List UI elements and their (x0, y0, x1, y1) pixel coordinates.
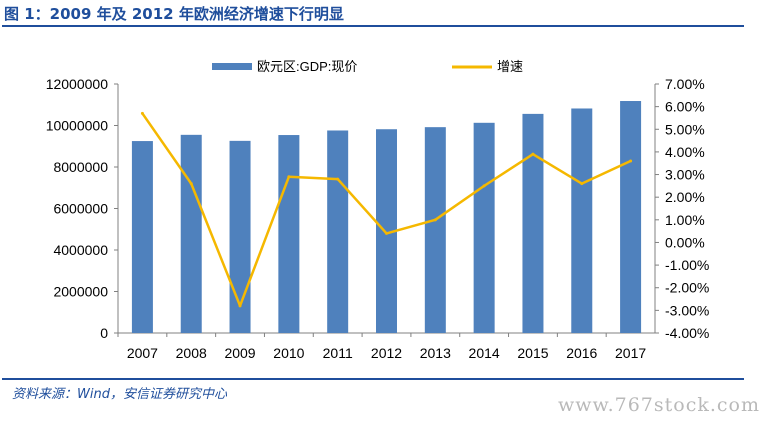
bar-series (131, 101, 642, 334)
gdp-bar (327, 130, 349, 333)
right-axis-tick-label: 4.00% (665, 144, 705, 160)
right-axis-tick-label: -1.00% (665, 257, 709, 273)
right-axis-tick-label: 0.00% (665, 234, 705, 250)
growth-point (433, 218, 437, 222)
watermark: www.767stock.com (558, 394, 760, 416)
legend-bar-swatch (212, 63, 252, 70)
x-axis-tick-label: 2013 (420, 345, 451, 361)
title-divider (2, 25, 744, 27)
growth-point (140, 111, 144, 115)
gdp-bar (229, 140, 251, 333)
x-axis-tick-label: 2014 (469, 345, 500, 361)
x-axis-tick-label: 2008 (176, 345, 207, 361)
x-axis-tick-label: 2017 (615, 345, 646, 361)
growth-point (238, 304, 242, 308)
x-axis-tick-label: 2015 (517, 345, 548, 361)
right-axis-tick-label: -2.00% (665, 280, 709, 296)
gdp-bar (620, 101, 642, 333)
growth-point (287, 175, 291, 179)
legend: 欧元区:GDP:现价 增速 (212, 59, 523, 74)
growth-point (482, 184, 486, 188)
left-axis-labels: 0 2000000 4000000 6000000 8000000 10000000 120… (46, 76, 109, 341)
left-axis-tick-label: 2000000 (53, 284, 108, 300)
legend-bar-label: 欧元区:GDP:现价 (257, 59, 357, 74)
right-axis-tick-label: 3.00% (665, 167, 705, 183)
chart-title: 图 1：2009 年及 2012 年欧洲经济增速下行明显 (4, 5, 344, 23)
x-axis-tick-label: 2009 (224, 345, 255, 361)
line-series (140, 111, 633, 308)
right-axis-tick-label: 5.00% (665, 121, 705, 137)
x-axis-labels: 2007 2008 2009 2010 2011 2012 2013 2014 2015 2016… (127, 345, 647, 361)
growth-point (385, 231, 388, 235)
gdp-bar (278, 135, 300, 333)
source-note: 资料来源：Wind，安信证券研究中心 (12, 387, 227, 402)
growth-point (531, 152, 535, 156)
footer-divider (2, 378, 744, 380)
gdp-bar (376, 129, 397, 333)
gdp-bar (571, 108, 593, 333)
gdp-bar (180, 134, 202, 333)
left-axis-tick-label: 6000000 (53, 201, 108, 217)
gdp-bar (424, 127, 446, 333)
legend-line-label: 增速 (497, 59, 523, 74)
x-axis-tick-label: 2007 (127, 345, 158, 361)
right-axis-tick-label: -3.00% (665, 302, 709, 318)
left-axis-tick-label: 8000000 (53, 159, 108, 175)
left-axis-tick-label: 4000000 (53, 242, 108, 258)
gdp-bar (473, 122, 495, 334)
left-axis-tick-label: 10000000 (46, 118, 109, 134)
gdp-bar (522, 113, 544, 333)
x-axis-tick-label: 2012 (371, 345, 402, 361)
right-axis-tick-label: 2.00% (665, 189, 705, 205)
growth-point (629, 159, 633, 163)
right-axis-tick-label: 1.00% (665, 212, 705, 228)
growth-point (336, 177, 340, 181)
x-axis-tick-label: 2011 (323, 345, 353, 361)
left-axis-tick-label: 12000000 (46, 76, 109, 92)
growth-point (580, 182, 584, 186)
left-axis-tick-label: 0 (100, 325, 108, 341)
gdp-bar (131, 141, 153, 333)
x-axis-tick-label: 2016 (566, 345, 597, 361)
x-axis-tick-label: 2010 (273, 345, 304, 361)
growth-point (189, 182, 193, 186)
right-axis-tick-label: 6.00% (665, 99, 705, 115)
right-axis-tick-label: -4.00% (665, 325, 709, 341)
right-axis-labels: -4.00% -3.00% -2.00% -1.00% 0.00% 1.00% 2.00% 3… (665, 76, 709, 341)
right-axis-tick-label: 7.00% (665, 76, 705, 92)
